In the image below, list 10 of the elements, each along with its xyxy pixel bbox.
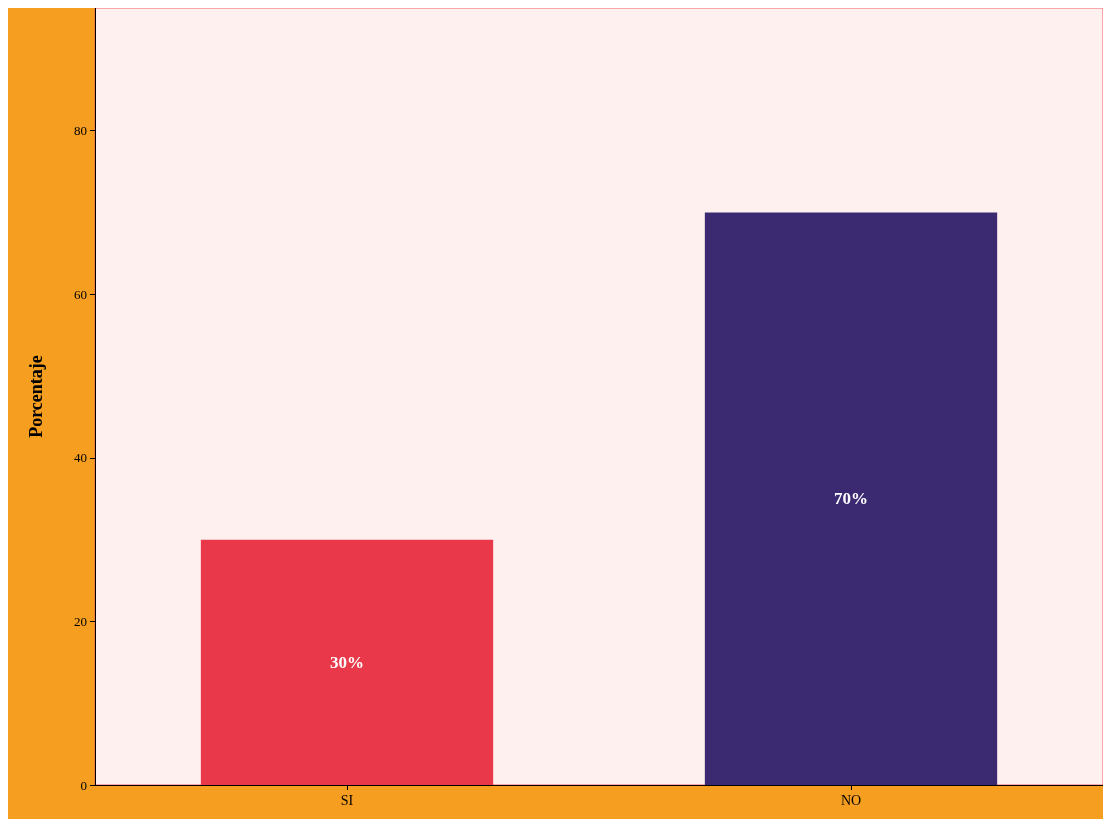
y-tick-label: 0 — [80, 777, 87, 793]
x-tick-label: SI — [340, 792, 354, 808]
y-tick-label: 40 — [74, 450, 87, 466]
y-tick-label: 60 — [74, 286, 87, 302]
data-label: 70% — [834, 489, 868, 509]
y-tick-label: 20 — [74, 613, 87, 629]
data-label: 30% — [330, 652, 364, 672]
x-tick-label: NO — [840, 792, 862, 808]
y-axis-title: Porcentaje — [26, 355, 46, 438]
y-tick-label: 80 — [74, 123, 87, 139]
